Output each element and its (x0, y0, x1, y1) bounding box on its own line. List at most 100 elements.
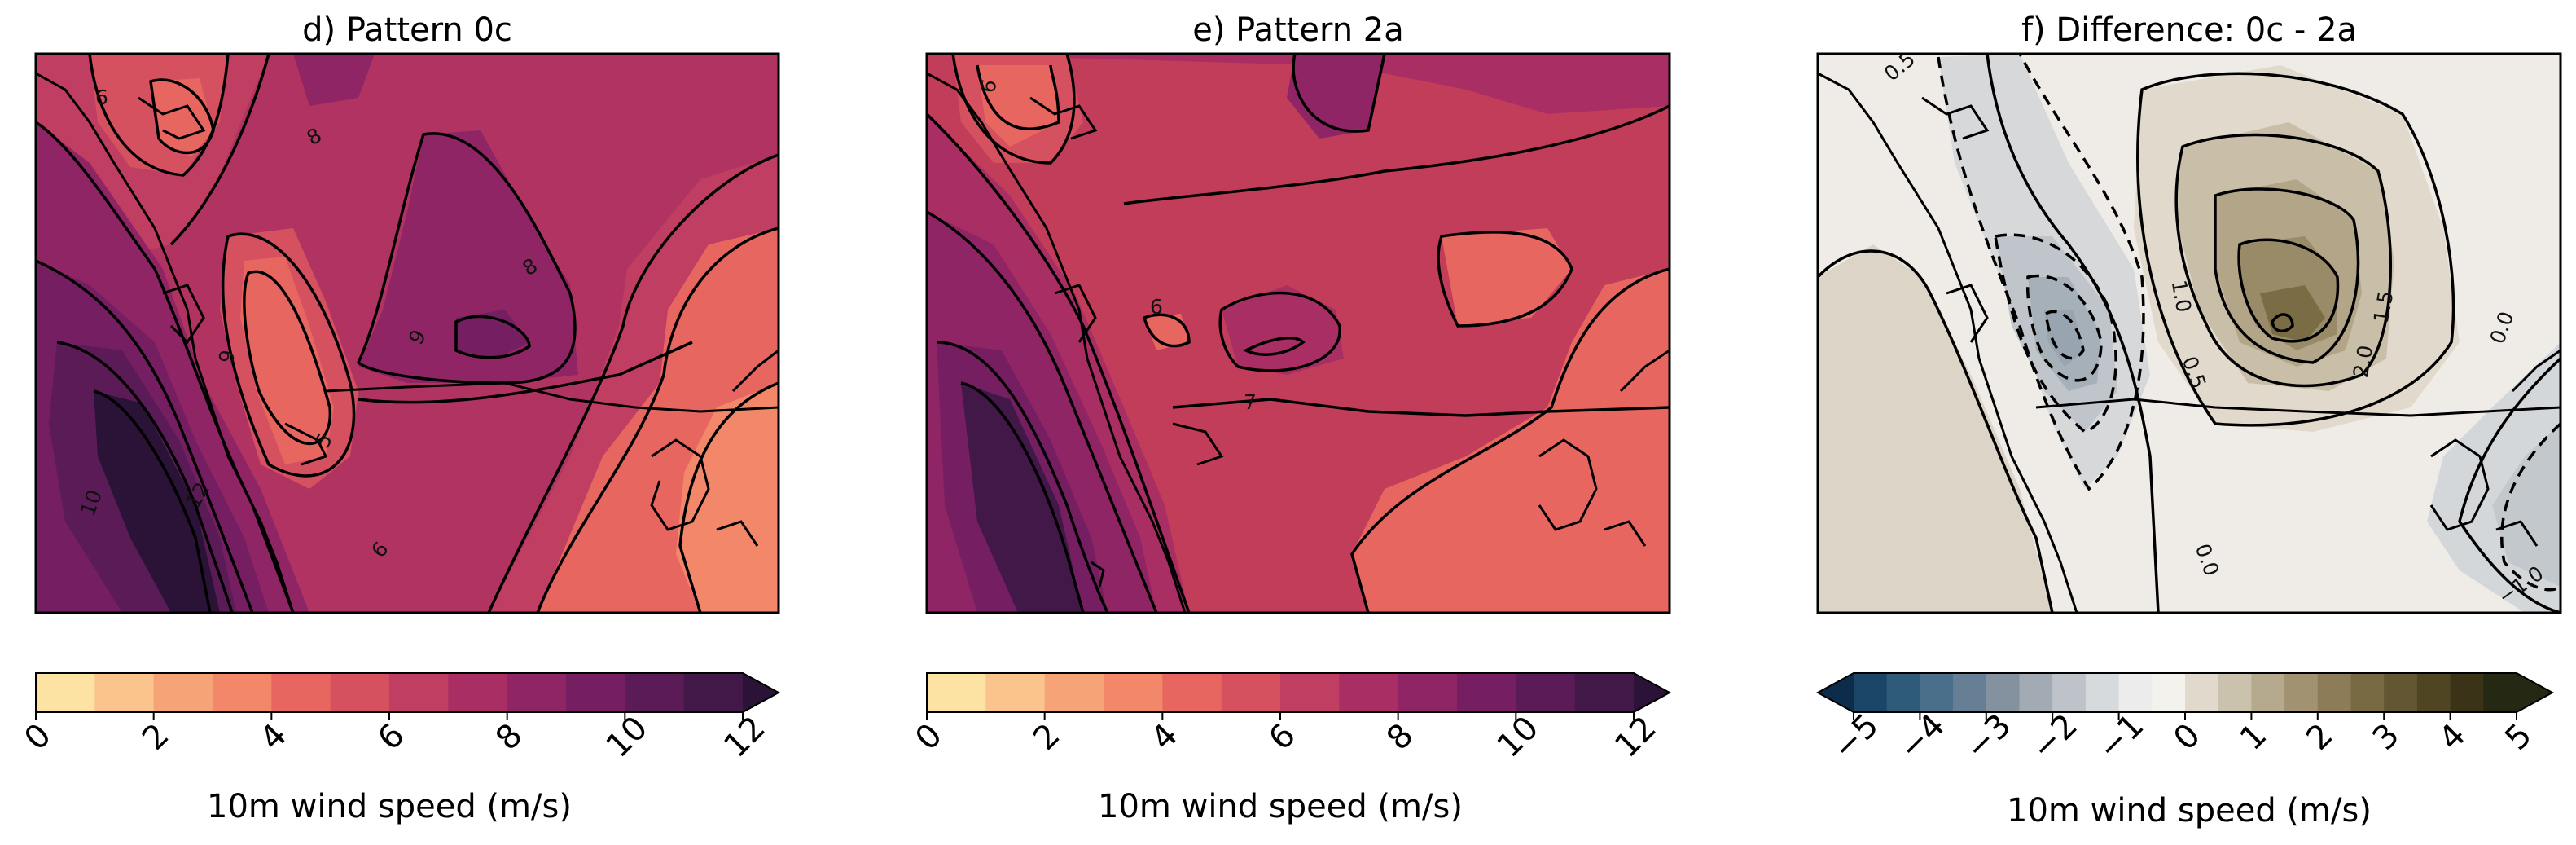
colorbar-swatch (1162, 673, 1222, 712)
map-area: 0.5 1.0 0.5 1.5 2.0 0.0 0.0 −1.0 (1818, 54, 2561, 613)
dashed-contour-lines (1937, 54, 2561, 592)
contour-line (976, 64, 1060, 130)
colorbar-swatch (330, 673, 390, 712)
map-area: 6 6 7 (927, 54, 1670, 613)
colorbar-swatch (389, 673, 449, 712)
colorbar-swatch (2317, 673, 2352, 712)
contour-fill-9n (1287, 54, 1385, 139)
panel-pattern-2a: e) Pattern 2a (908, 11, 1672, 825)
colorbar-swatch (1044, 673, 1104, 712)
contour-line (1243, 337, 1306, 356)
colorbar-label: 10m wind speed (m/s) (207, 788, 572, 825)
colorbar-extend-max (1634, 673, 1670, 712)
contour-line (2458, 357, 2561, 613)
colorbar-tick-label: 1 (2233, 716, 2275, 758)
colorbar-ticks: 0 2 4 6 8 10 12 (908, 709, 1664, 765)
colorbar-swatch (1953, 673, 1987, 712)
colorbar-swatch (1221, 673, 1281, 712)
colorbar-tick-label: 3 (2366, 716, 2407, 758)
map-area: 6 8 8 9 9 5 6 10 12 (36, 54, 779, 613)
contour-line (358, 341, 693, 404)
contour-line (678, 381, 779, 613)
contour-line (1142, 313, 1191, 348)
colorbar-swatch (2450, 673, 2484, 712)
coastline (36, 72, 779, 613)
colorbar-swatch (507, 673, 567, 712)
colorbar-swatch (1339, 673, 1399, 712)
colorbar-ticks: 0 2 4 6 8 10 12 (17, 709, 773, 765)
colorbar-swatch (2052, 673, 2087, 712)
contour-lines (927, 54, 1670, 613)
contour-label: 9 (214, 347, 240, 366)
map-frame (34, 52, 780, 614)
contour-label: 2.0 (2349, 343, 2377, 379)
contour-line (169, 54, 270, 246)
colorbar-label: 10m wind speed (m/s) (2007, 792, 2372, 830)
colorbar-tick-label: 2 (1026, 716, 1068, 758)
contour-line (2271, 313, 2294, 332)
colorbar-swatch (2384, 673, 2418, 712)
colorbar-label: 10m wind speed (m/s) (1098, 788, 1463, 825)
colorbar-tick-label: 4 (253, 716, 295, 758)
colorbar-swatch (985, 673, 1046, 712)
colorbar-outline (926, 672, 1672, 713)
colorbar-tick-label: 5 (2498, 716, 2539, 758)
colorbar-outline (35, 672, 781, 713)
contour-fill-8n (927, 54, 1670, 114)
contour-line (536, 227, 779, 613)
colorbar-swatches (926, 672, 1672, 713)
colorbar-swatch (1516, 673, 1576, 712)
contour-label: 7 (1244, 390, 1257, 414)
colorbar-tick-label: 2 (2299, 716, 2341, 758)
colorbar: 10m wind speed (m/s) 0 2 4 6 8 10 12 (908, 672, 1672, 825)
coastline (927, 72, 1670, 613)
contour-fill-neg4 (2044, 310, 2085, 367)
contour-line (2174, 133, 2393, 388)
colorbar-swatch (566, 673, 625, 712)
colorbar-swatch (1104, 673, 1163, 712)
colorbar-tick-label: 4 (2432, 716, 2473, 758)
contour-fill-10 (456, 310, 529, 359)
panel-difference: f) Difference: 0c - 2a (1815, 11, 2562, 830)
contour-line (487, 153, 779, 613)
panel-title: d) Pattern 0c (302, 11, 512, 49)
colorbar-swatches (1815, 672, 2555, 713)
contour-fill-5c (240, 257, 334, 464)
contour-label: 6 (976, 77, 1002, 95)
colorbar-extend-max (2517, 673, 2552, 712)
coastline (1818, 72, 2561, 613)
contour-fill-pos-west (1818, 244, 2052, 613)
colorbar-swatch (1986, 673, 2021, 712)
colorbar-tick-label: −2 (2025, 706, 2085, 767)
colorbar-swatch (2185, 673, 2219, 712)
panel-title: f) Difference: 0c - 2a (2021, 11, 2357, 49)
colorbar-swatch (927, 673, 986, 712)
colorbar-tick-label: 0 (908, 716, 950, 758)
colorbar-swatch (2085, 673, 2120, 712)
colorbar: 10m wind speed (m/s) 0 2 4 6 8 10 12 (17, 672, 781, 825)
colorbar-swatch (1920, 673, 1954, 712)
colorbar-swatch (625, 673, 685, 712)
colorbar-tick-label: 6 (371, 716, 412, 758)
colorbar-tick-label: −1 (2091, 706, 2151, 767)
colorbar-swatch (1886, 673, 1920, 712)
colorbar-tick-label: 10 (599, 709, 656, 765)
contour-line (56, 341, 234, 613)
contour-fill-12w (961, 383, 1083, 613)
panel-pattern-0c: d) Pattern 0c (17, 11, 781, 825)
contour-line (927, 112, 1191, 613)
contour-fill-5nw (977, 65, 1059, 147)
colorbar-swatch (1398, 673, 1458, 712)
colorbar-tick-label: 12 (717, 709, 773, 765)
colorbar-swatch (1854, 673, 1888, 712)
contour-fill-12w (94, 391, 220, 613)
colorbar: 10m wind speed (m/s) −5 −4 −3 −2 −1 0 1 2 3 4 5 (1815, 672, 2555, 830)
contour-line (1437, 231, 1573, 328)
contour-line (1172, 398, 1670, 417)
contour-line (927, 210, 1158, 613)
colorbar-swatch (683, 673, 744, 712)
contour-line (2237, 238, 2340, 343)
contour-line (2044, 310, 2085, 360)
colorbar-tick-label: 0 (2166, 716, 2208, 758)
